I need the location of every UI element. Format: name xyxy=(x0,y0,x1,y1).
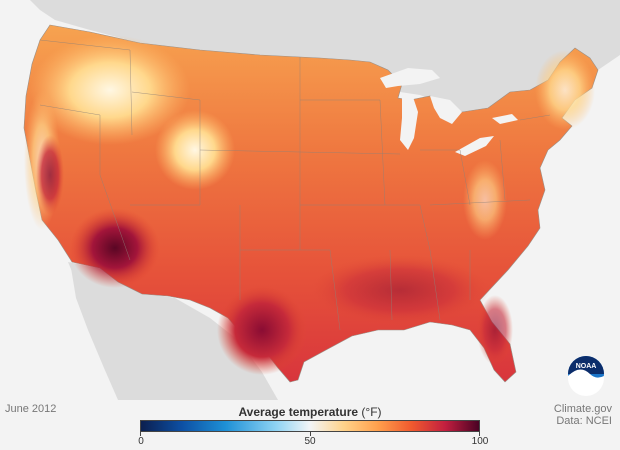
cool-region-new-england xyxy=(535,50,595,130)
temperature-colorbar xyxy=(140,420,480,432)
lake-huron xyxy=(430,96,462,124)
canada-landmass xyxy=(30,0,620,112)
credits: Climate.gov Data: NCEI xyxy=(554,403,612,427)
legend-title: Average temperature (°F) xyxy=(140,405,480,419)
date-label: June 2012 xyxy=(5,403,57,415)
lake-ontario xyxy=(492,114,518,124)
temperature-map: NOAA xyxy=(23,0,620,400)
credit-data: Data: NCEI xyxy=(556,415,612,427)
tick-100 xyxy=(479,432,480,436)
legend-title-text: Average temperature xyxy=(238,405,359,419)
legend-unit: (°F) xyxy=(361,405,382,419)
baja-peninsula xyxy=(70,262,132,400)
tick-0 xyxy=(140,432,141,436)
lake-erie xyxy=(455,136,494,156)
legend-min-label: 0 xyxy=(138,436,144,447)
credit-site: Climate.gov xyxy=(553,403,612,415)
legend-max-label: 100 xyxy=(471,436,489,447)
lake-superior xyxy=(380,68,440,88)
hot-region-southeast xyxy=(310,255,490,325)
hot-region-south-texas xyxy=(217,285,307,375)
tick-50 xyxy=(310,432,311,436)
hot-region-southwest-desert xyxy=(70,208,160,288)
state-borders xyxy=(39,39,551,331)
cool-region-appalachians xyxy=(463,160,507,240)
cool-region-colorado xyxy=(155,110,235,190)
hot-region-florida xyxy=(477,295,513,365)
cool-region-mountain-west xyxy=(30,35,190,145)
lake-michigan xyxy=(400,94,418,150)
legend-mid-label: 50 xyxy=(304,436,316,447)
noaa-logo: NOAA xyxy=(568,356,604,396)
noaa-logo-text: NOAA xyxy=(576,363,597,370)
hot-region-central-valley xyxy=(36,135,64,215)
